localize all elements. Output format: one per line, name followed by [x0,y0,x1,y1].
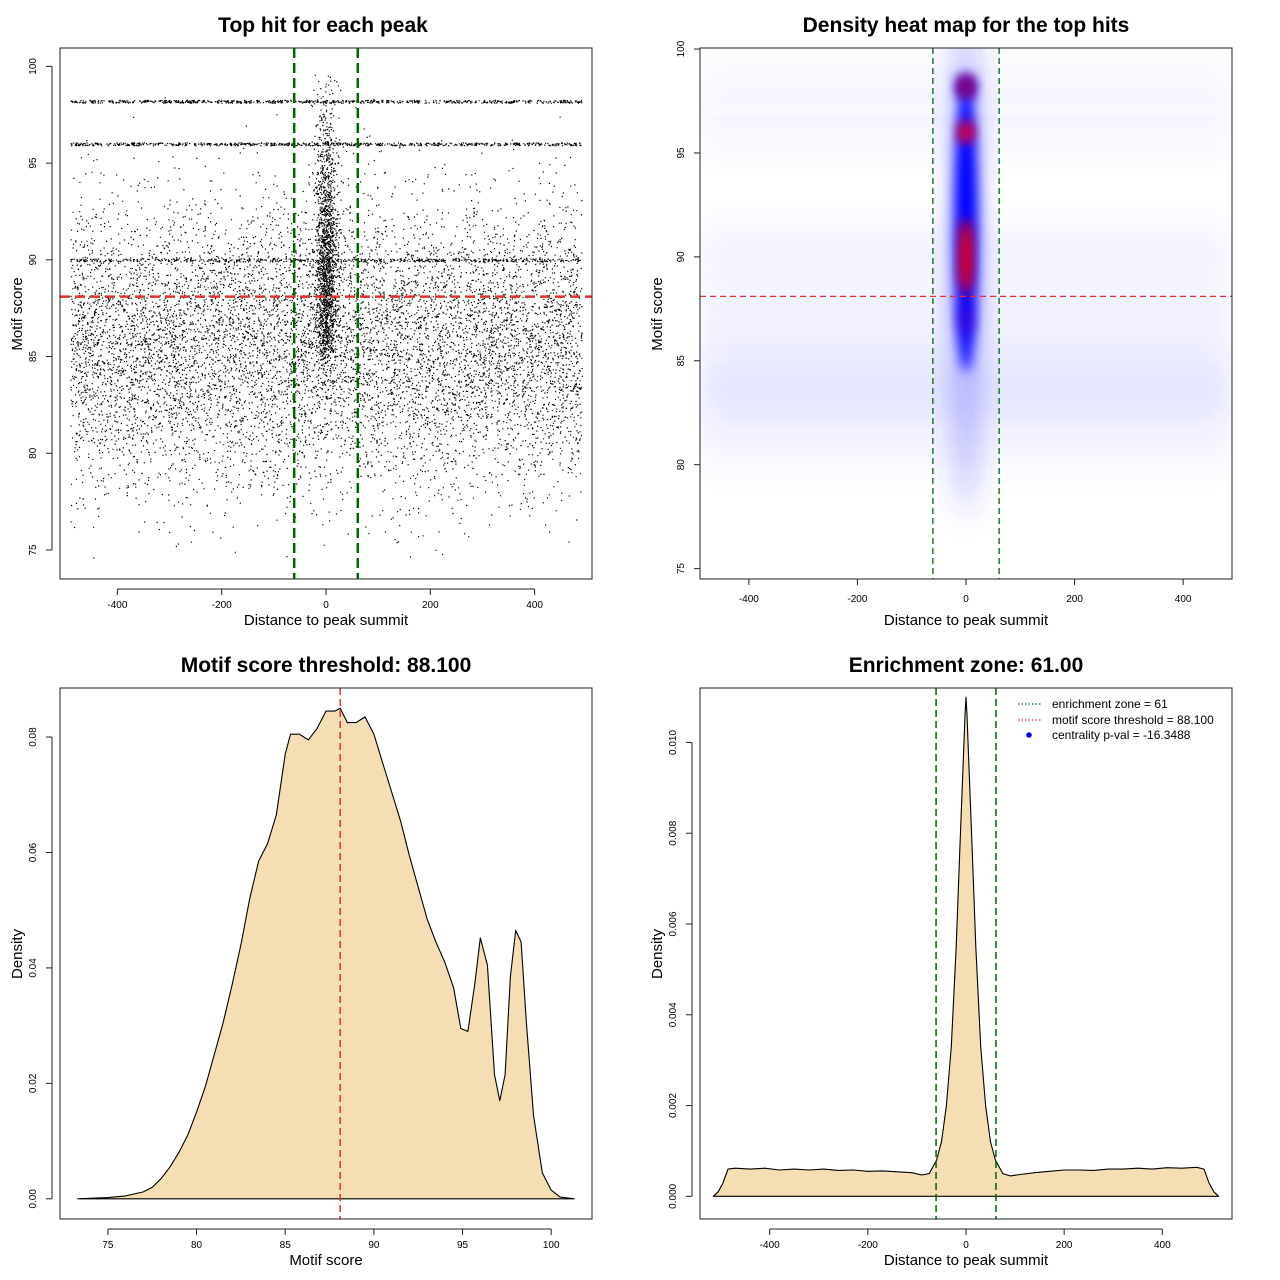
score-x-tick-label: 75 [102,1240,114,1251]
score-y-tick-label: 0.08 [28,727,39,747]
scatter-y-tick-label: 80 [28,447,39,459]
distance-x-tick-label: -400 [760,1240,780,1251]
scatter-ylabel: Motif score [9,277,26,350]
heatmap-y-tick-label: 75 [676,563,687,575]
heatmap-x-tick-label: 200 [1066,594,1083,605]
heatmap-y-tick-label: 80 [676,459,687,471]
heatmap-x-tick-label: 400 [1175,594,1192,605]
scatter-point-marks [70,74,583,559]
scatter-x-tick-label: 0 [323,600,329,611]
heat-hotspot [959,218,973,295]
score-x-tick-label: 90 [368,1240,380,1251]
legend-label-enrichment: enrichment zone = 61 [1052,697,1168,711]
distance-y-tick-label: 0.000 [668,1183,679,1208]
score-density-title: Motif score threshold: 88.100 [181,654,472,677]
scatter-y-tick-label: 100 [28,58,39,75]
score-x-tick-label: 100 [543,1240,560,1251]
heatmap-x-tick-label: -200 [847,594,867,605]
heat-mid-core [961,125,971,140]
heatmap-x-tick-label: -400 [739,594,759,605]
scatter-y-tick-label: 95 [28,157,39,169]
score-density-ylabel: Density [9,928,26,979]
score-plot-frame [59,687,593,1220]
distance-y-tick-label: 0.008 [668,820,679,845]
score-x-tick-label: 95 [457,1240,469,1251]
distance-axes: -400 -200 0 200 400 0.000 0.002 0.004 0.006 0.008… [668,730,1171,1251]
distance-density-area [712,696,1220,1197]
distance-density-title: Enrichment zone: 61.00 [849,654,1084,677]
distance-y-tick-label: 0.002 [668,1093,679,1118]
distance-y-tick-label: 0.004 [668,1002,679,1027]
distance-zone-lines [935,688,997,1219]
heatmap-title: Density heat map for the top hits [803,14,1130,37]
scatter-points [70,74,583,559]
score-density-xlabel: Motif score [289,1252,362,1269]
heatmap-ref-lines [700,48,1232,579]
scatter-plot-frame [59,47,593,580]
distance-x-tick-label: -200 [858,1240,878,1251]
distance-density-xlabel: Distance to peak summit [884,1252,1049,1269]
heatmap-axes: -400 -200 0 200 400 75 80 85 90 95 100 [676,40,1192,605]
score-x-tick-label: 85 [280,1240,292,1251]
scatter-x-tick-label: -200 [212,600,232,611]
heatmap-y-tick-label: 95 [676,147,687,159]
heatmap-y-tick-label: 100 [676,40,687,57]
scatter-axes: -400 -200 0 200 400 75 80 85 90 95 100 [28,58,543,611]
heatmap-x-tick-label: 0 [963,594,969,605]
legend-label-threshold: motif score threshold = 88.100 [1052,713,1214,727]
heatmap-ylabel: Motif score [649,277,666,350]
distance-legend: enrichment zone = 61 motif score thresho… [1018,697,1214,742]
distance-y-tick-label: 0.010 [668,730,679,755]
distance-density-ylabel: Density [649,928,666,979]
legend-label-pval: centrality p-val = -16.3488 [1052,728,1191,742]
score-y-tick-label: 0.06 [28,842,39,862]
score-y-tick-label: 0.04 [28,958,39,978]
heatmap-xlabel: Distance to peak summit [884,612,1049,629]
scatter-ref-lines [60,48,592,579]
distance-y-tick-label: 0.006 [668,911,679,936]
scatter-y-tick-label: 90 [28,254,39,266]
score-y-tick-label: 0.02 [28,1073,39,1093]
heat-hotspot [958,301,974,338]
score-density-curve [77,707,575,1200]
distance-x-tick-label: 0 [963,1240,969,1251]
scatter-title: Top hit for each peak [218,14,428,37]
distance-x-tick-label: 200 [1056,1240,1073,1251]
distance-plot-frame [699,687,1233,1220]
distance-x-tick-label: 400 [1154,1240,1171,1251]
score-y-tick-label: 0.00 [28,1189,39,1209]
heatmap-density [700,48,1232,515]
distance-density-curve [712,696,1220,1197]
scatter-x-tick-label: 400 [526,600,543,611]
scatter-xlabel: Distance to peak summit [244,612,409,629]
scatter-y-tick-label: 75 [28,544,39,556]
heat-top-core [961,79,971,94]
heatmap-y-tick-label: 90 [676,251,687,263]
scatter-x-tick-label: 200 [422,600,439,611]
scatter-x-tick-label: -400 [107,600,127,611]
score-axes: 75 80 85 90 95 100 0.00 0.02 0.04 0.06 0.08 [28,727,560,1251]
legend-key-pval [1026,732,1032,738]
score-density-area [77,707,575,1200]
score-x-tick-label: 80 [191,1240,203,1251]
heatmap-y-tick-label: 85 [676,355,687,367]
scatter-y-tick-label: 85 [28,351,39,363]
